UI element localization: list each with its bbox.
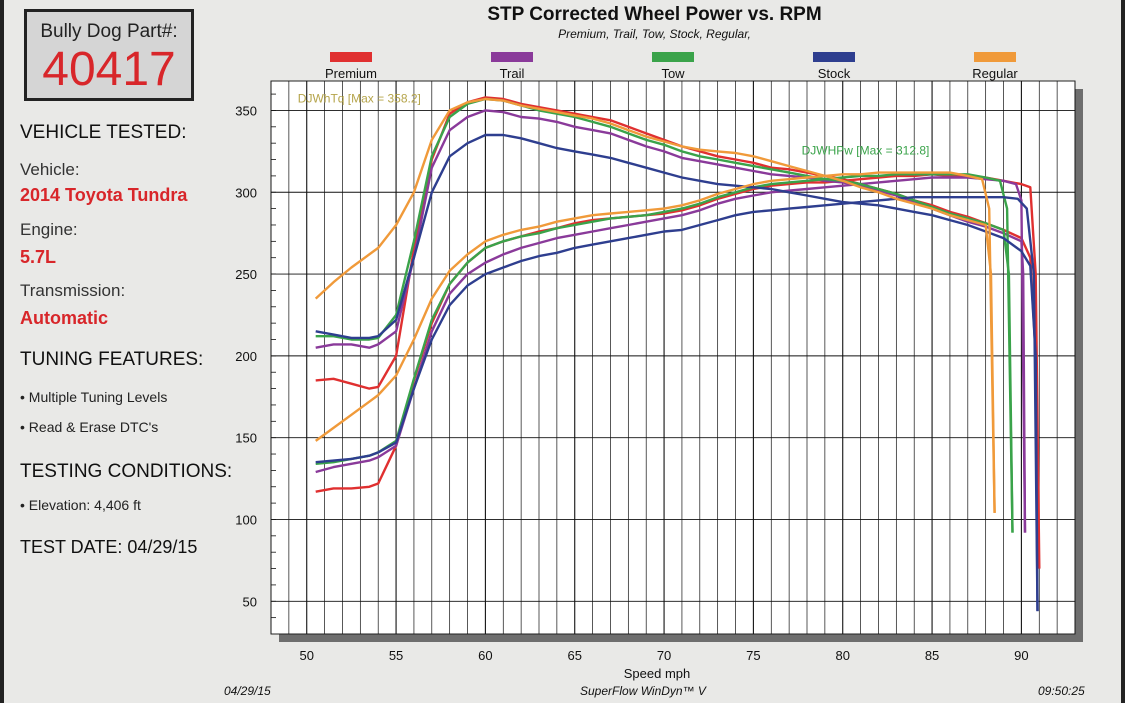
y-tick-label: 200 [235, 349, 257, 364]
x-tick-label: 55 [389, 648, 403, 663]
x-axis-label: Speed mph [624, 666, 691, 681]
x-tick-label: 85 [925, 648, 939, 663]
vehicle-value: 2014 Toyota Tundra [20, 185, 188, 205]
legend-swatch-regular [974, 52, 1016, 62]
y-tick-label: 250 [235, 267, 257, 282]
vehicle-tested-heading: VEHICLE TESTED: [20, 122, 187, 143]
series-line-trail-power [315, 176, 1027, 533]
part-number-box: Bully Dog Part#: 40417 [24, 9, 194, 101]
right-frame-border [1121, 0, 1125, 703]
plot-area [270, 80, 1076, 635]
part-label: Bully Dog Part#: [40, 21, 178, 42]
feature-item: • Multiple Tuning Levels [20, 389, 168, 405]
footer-date: 04/29/15 [224, 684, 271, 698]
vehicle-label: Vehicle: [20, 160, 80, 179]
x-tick-label: 70 [657, 648, 671, 663]
condition-item: • Elevation: 4,406 ft [20, 497, 141, 513]
legend-label: Trail [500, 66, 525, 81]
x-tick-label: 80 [835, 648, 849, 663]
y-tick-label: 300 [235, 185, 257, 200]
y-tick-label: 100 [235, 512, 257, 527]
series-line-regular-torque [314, 97, 996, 513]
legend-swatch-tow [652, 52, 694, 62]
tuning-features-heading: TUNING FEATURES: [20, 349, 204, 370]
legend-label: Tow [661, 66, 685, 81]
feature-item: • Read & Erase DTC's [20, 419, 159, 435]
legend-label: Premium [325, 66, 377, 81]
y-tick-label: 350 [235, 103, 257, 118]
series-line-tow-power [315, 173, 1014, 533]
legend-swatch-premium [330, 52, 372, 62]
x-tick-label: 50 [299, 648, 313, 663]
testing-conditions-heading: TESTING CONDITIONS: [20, 461, 233, 482]
legend-swatch-trail [491, 52, 533, 62]
chart-annotation: DJWHPw [Max = 312.8] [802, 144, 930, 158]
series-line-stock-torque [315, 133, 1039, 612]
legend-swatch-stock [813, 52, 855, 62]
x-tick-label: 60 [478, 648, 492, 663]
transmission-value: Automatic [20, 308, 109, 328]
x-tick-label: 75 [746, 648, 760, 663]
part-number: 40417 [42, 43, 176, 96]
x-tick-label: 90 [1014, 648, 1028, 663]
series-line-regular-power [314, 171, 996, 513]
legend-label: Stock [818, 66, 851, 81]
chart-annotation: DJWhTq [Max = 358.2] [298, 91, 421, 105]
footer-software: SuperFlow WinDyn™ V [580, 684, 706, 698]
x-tick-label: 65 [567, 648, 581, 663]
left-frame-border [0, 0, 4, 703]
chart-title: STP Corrected Wheel Power vs. RPM [487, 4, 822, 25]
test-date: TEST DATE: 04/29/15 [20, 537, 198, 557]
transmission-label: Transmission: [20, 281, 126, 300]
footer-time: 09:50:25 [1038, 684, 1085, 698]
series-line-stock-power [315, 196, 1039, 612]
chart-subtitle: Premium, Trail, Tow, Stock, Regular, [558, 27, 751, 41]
series-line-tow-torque [315, 97, 1014, 533]
legend-label: Regular [972, 66, 1018, 81]
engine-label: Engine: [20, 220, 78, 239]
engine-value: 5.7L [20, 247, 57, 267]
y-tick-label: 150 [235, 431, 257, 446]
y-tick-label: 50 [243, 594, 257, 609]
